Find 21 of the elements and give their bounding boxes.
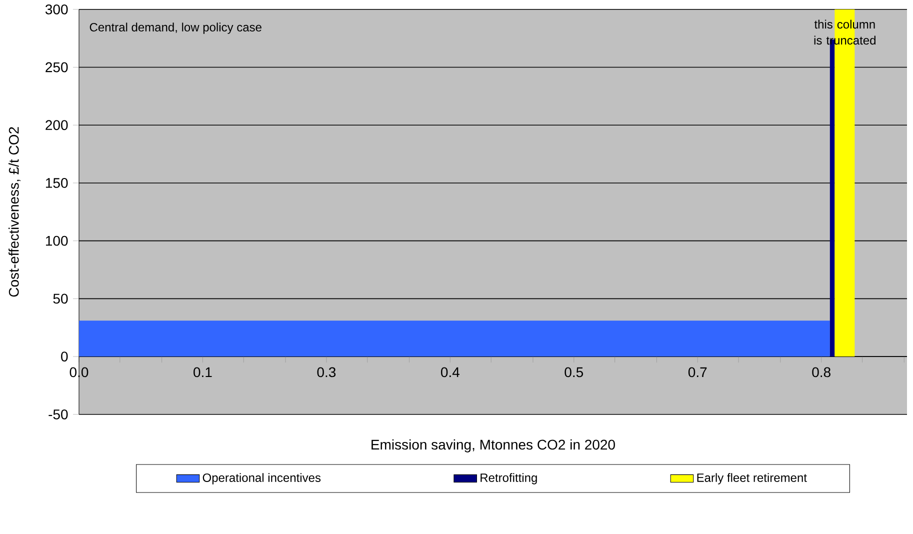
y-tick-label: 100 xyxy=(46,236,68,246)
x-tick-label: 0.5 xyxy=(564,367,584,378)
y-tick-label: -50 xyxy=(48,410,68,420)
y-tick-label: 50 xyxy=(53,294,68,304)
x-tick-label: 0.7 xyxy=(688,367,707,378)
y-tick-label: 0 xyxy=(61,352,68,362)
x-tick-label: 0.3 xyxy=(317,367,336,378)
y-axis-title: Cost-effectiveness, £/t CO2 xyxy=(8,127,20,297)
y-tick-label: 250 xyxy=(46,62,68,72)
x-tick-label: 0.4 xyxy=(440,367,460,378)
x-axis-title: Emission saving, Mtonnes CO2 in 2020 xyxy=(372,440,615,453)
legend-label: Operational incentives xyxy=(202,473,321,485)
x-tick-label: 0.0 xyxy=(70,367,88,378)
annotation: Central demand, low policy case xyxy=(90,22,262,34)
y-tick-label: 200 xyxy=(46,120,68,130)
y-tick-label: 150 xyxy=(46,178,68,188)
y-tick-label: 300 xyxy=(45,4,68,15)
x-tick-label: 0.1 xyxy=(194,367,212,378)
legend-label: Early fleet retirement xyxy=(697,473,807,485)
legend-label: Retrofitting xyxy=(480,473,537,485)
x-tick-label: 0.8 xyxy=(812,367,830,378)
